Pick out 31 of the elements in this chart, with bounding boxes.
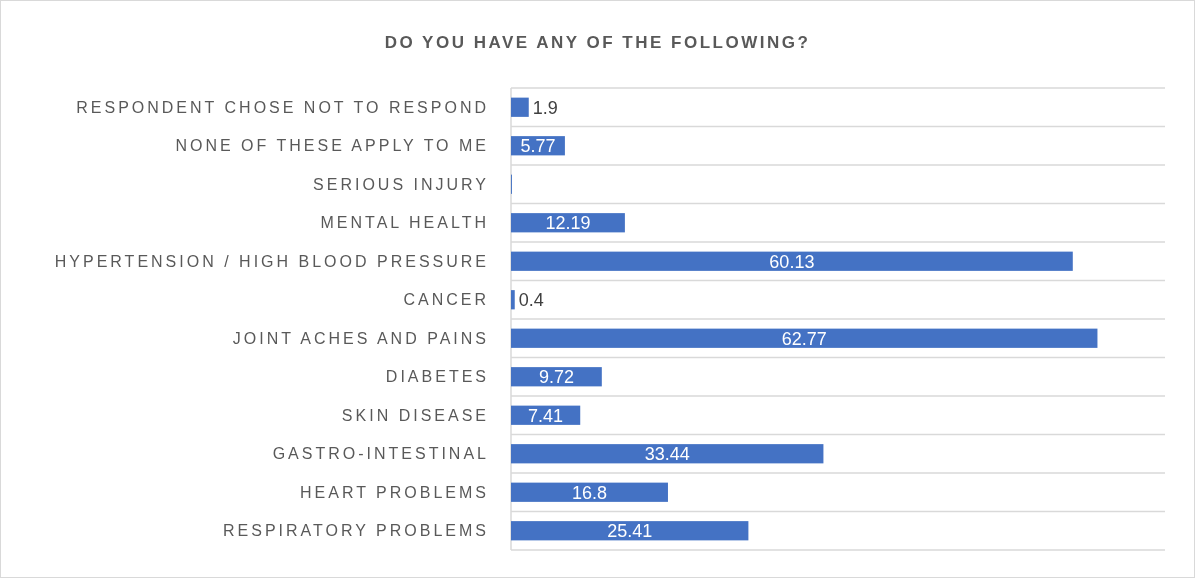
bar [511, 521, 749, 541]
y-tick-label: SKIN DISEASE [341, 406, 489, 424]
data-label: 1.9 [532, 97, 558, 118]
bar [511, 251, 1073, 271]
y-tick-label: NONE OF THESE APPLY TO ME [175, 137, 489, 155]
y-tick-label: DIABETES [385, 368, 489, 386]
data-label: 62.77 [781, 328, 827, 349]
data-label: 5.77 [520, 136, 556, 157]
y-tick-label: RESPONDENT CHOSE NOT TO RESPOND [76, 98, 489, 116]
data-label: 16.8 [571, 482, 607, 503]
y-tick-label: GASTRO-INTESTINAL [272, 445, 489, 463]
chart-title: DO YOU HAVE ANY OF THE FOLLOWING? [384, 33, 811, 52]
y-tick-label: RESPIRATORY PROBLEMS [223, 522, 489, 540]
y-tick-label: HYPERTENSION / HIGH BLOOD PRESSURE [54, 252, 489, 270]
y-tick-label: CANCER [403, 291, 489, 309]
data-label: 9.72 [538, 367, 574, 388]
bar [511, 290, 515, 310]
bar [511, 482, 668, 502]
data-label: 0.4 [518, 290, 544, 311]
data-label: 12.19 [545, 213, 591, 234]
data-label: 33.44 [644, 444, 690, 465]
bar [511, 97, 529, 117]
data-label: 25.41 [607, 521, 653, 542]
y-tick-label: SERIOUS INJURY [313, 175, 489, 193]
data-label: 60.13 [769, 251, 815, 272]
bar [511, 444, 824, 464]
y-tick-label: JOINT ACHES AND PAINS [232, 329, 489, 347]
bar [511, 328, 1098, 348]
data-label: 7.41 [528, 405, 564, 426]
y-tick-label: HEART PROBLEMS [299, 483, 489, 501]
y-tick-label: MENTAL HEALTH [320, 214, 489, 232]
